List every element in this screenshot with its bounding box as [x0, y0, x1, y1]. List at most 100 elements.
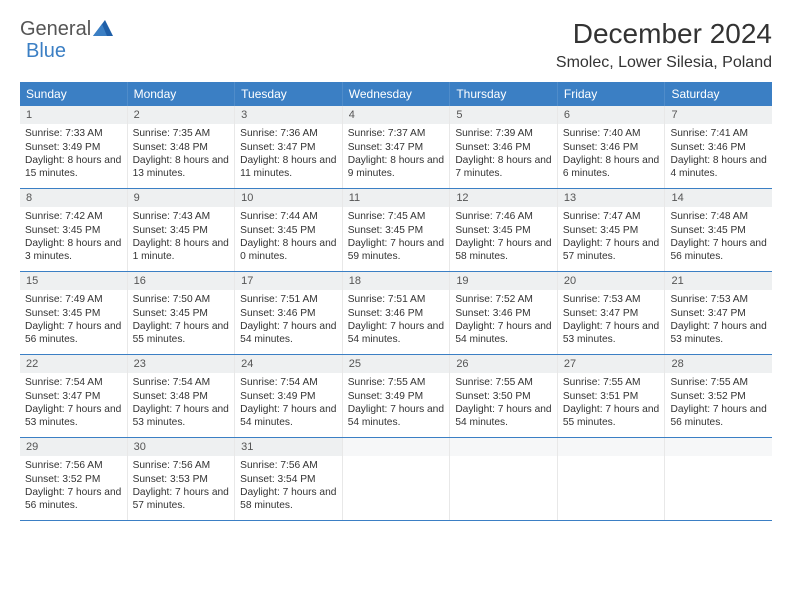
day-cell: 10Sunrise: 7:44 AMSunset: 3:45 PMDayligh…	[235, 189, 343, 271]
day-body	[343, 456, 450, 464]
sunset-text: Sunset: 3:54 PM	[240, 473, 337, 486]
day-cell: 31Sunrise: 7:56 AMSunset: 3:54 PMDayligh…	[235, 438, 343, 520]
sunrise-text: Sunrise: 7:54 AM	[133, 376, 230, 389]
day-body: Sunrise: 7:56 AMSunset: 3:52 PMDaylight:…	[20, 456, 127, 517]
day-body: Sunrise: 7:51 AMSunset: 3:46 PMDaylight:…	[343, 290, 450, 351]
day-body: Sunrise: 7:46 AMSunset: 3:45 PMDaylight:…	[450, 207, 557, 268]
sunset-text: Sunset: 3:52 PM	[670, 390, 767, 403]
sunrise-text: Sunrise: 7:55 AM	[348, 376, 445, 389]
daylight-text: Daylight: 8 hours and 1 minute.	[133, 237, 230, 264]
daylight-text: Daylight: 7 hours and 54 minutes.	[240, 403, 337, 430]
sunrise-text: Sunrise: 7:48 AM	[670, 210, 767, 223]
day-body: Sunrise: 7:56 AMSunset: 3:54 PMDaylight:…	[235, 456, 342, 517]
day-body: Sunrise: 7:35 AMSunset: 3:48 PMDaylight:…	[128, 124, 235, 185]
sunset-text: Sunset: 3:45 PM	[563, 224, 660, 237]
weekday-sunday: Sunday	[20, 82, 128, 106]
day-cell: 24Sunrise: 7:54 AMSunset: 3:49 PMDayligh…	[235, 355, 343, 437]
sunrise-text: Sunrise: 7:51 AM	[240, 293, 337, 306]
day-body: Sunrise: 7:55 AMSunset: 3:49 PMDaylight:…	[343, 373, 450, 434]
day-cell: 27Sunrise: 7:55 AMSunset: 3:51 PMDayligh…	[558, 355, 666, 437]
daylight-text: Daylight: 7 hours and 55 minutes.	[563, 403, 660, 430]
sunset-text: Sunset: 3:45 PM	[25, 307, 122, 320]
sunset-text: Sunset: 3:46 PM	[240, 307, 337, 320]
sunrise-text: Sunrise: 7:47 AM	[563, 210, 660, 223]
weekday-wednesday: Wednesday	[343, 82, 451, 106]
sunrise-text: Sunrise: 7:56 AM	[133, 459, 230, 472]
sunrise-text: Sunrise: 7:46 AM	[455, 210, 552, 223]
sunset-text: Sunset: 3:46 PM	[670, 141, 767, 154]
day-cell	[450, 438, 558, 520]
daylight-text: Daylight: 7 hours and 53 minutes.	[563, 320, 660, 347]
sunset-text: Sunset: 3:47 PM	[348, 141, 445, 154]
day-body: Sunrise: 7:40 AMSunset: 3:46 PMDaylight:…	[558, 124, 665, 185]
daylight-text: Daylight: 8 hours and 3 minutes.	[25, 237, 122, 264]
sunset-text: Sunset: 3:49 PM	[348, 390, 445, 403]
daylight-text: Daylight: 8 hours and 15 minutes.	[25, 154, 122, 181]
sunrise-text: Sunrise: 7:53 AM	[563, 293, 660, 306]
daylight-text: Daylight: 8 hours and 7 minutes.	[455, 154, 552, 181]
location-text: Smolec, Lower Silesia, Poland	[556, 54, 772, 72]
day-number: 23	[128, 355, 235, 373]
sunset-text: Sunset: 3:52 PM	[25, 473, 122, 486]
sunrise-text: Sunrise: 7:43 AM	[133, 210, 230, 223]
day-body: Sunrise: 7:50 AMSunset: 3:45 PMDaylight:…	[128, 290, 235, 351]
day-number	[343, 438, 450, 456]
day-cell: 20Sunrise: 7:53 AMSunset: 3:47 PMDayligh…	[558, 272, 666, 354]
day-body: Sunrise: 7:47 AMSunset: 3:45 PMDaylight:…	[558, 207, 665, 268]
sunset-text: Sunset: 3:46 PM	[455, 307, 552, 320]
day-cell: 14Sunrise: 7:48 AMSunset: 3:45 PMDayligh…	[665, 189, 772, 271]
day-body	[665, 456, 772, 464]
sunrise-text: Sunrise: 7:54 AM	[240, 376, 337, 389]
day-cell: 7Sunrise: 7:41 AMSunset: 3:46 PMDaylight…	[665, 106, 772, 188]
day-number: 30	[128, 438, 235, 456]
day-body: Sunrise: 7:56 AMSunset: 3:53 PMDaylight:…	[128, 456, 235, 517]
weekday-saturday: Saturday	[665, 82, 772, 106]
sunrise-text: Sunrise: 7:41 AM	[670, 127, 767, 140]
sunset-text: Sunset: 3:51 PM	[563, 390, 660, 403]
weekday-monday: Monday	[128, 82, 236, 106]
day-cell: 19Sunrise: 7:52 AMSunset: 3:46 PMDayligh…	[450, 272, 558, 354]
daylight-text: Daylight: 7 hours and 57 minutes.	[133, 486, 230, 513]
day-cell: 12Sunrise: 7:46 AMSunset: 3:45 PMDayligh…	[450, 189, 558, 271]
daylight-text: Daylight: 7 hours and 53 minutes.	[133, 403, 230, 430]
day-cell: 16Sunrise: 7:50 AMSunset: 3:45 PMDayligh…	[128, 272, 236, 354]
calendar: Sunday Monday Tuesday Wednesday Thursday…	[20, 82, 772, 521]
sunset-text: Sunset: 3:45 PM	[670, 224, 767, 237]
sunrise-text: Sunrise: 7:39 AM	[455, 127, 552, 140]
day-number: 2	[128, 106, 235, 124]
day-number: 15	[20, 272, 127, 290]
daylight-text: Daylight: 7 hours and 56 minutes.	[670, 403, 767, 430]
logo-part2: Blue	[26, 40, 66, 63]
daylight-text: Daylight: 7 hours and 54 minutes.	[240, 320, 337, 347]
sunset-text: Sunset: 3:47 PM	[563, 307, 660, 320]
daylight-text: Daylight: 8 hours and 11 minutes.	[240, 154, 337, 181]
sunrise-text: Sunrise: 7:56 AM	[240, 459, 337, 472]
day-number	[665, 438, 772, 456]
day-number	[558, 438, 665, 456]
logo-triangle-icon	[93, 20, 113, 39]
sunrise-text: Sunrise: 7:50 AM	[133, 293, 230, 306]
logo-part1: General	[20, 18, 91, 41]
logo: General	[20, 18, 115, 41]
day-number	[450, 438, 557, 456]
day-body: Sunrise: 7:52 AMSunset: 3:46 PMDaylight:…	[450, 290, 557, 351]
day-number: 17	[235, 272, 342, 290]
daylight-text: Daylight: 7 hours and 56 minutes.	[670, 237, 767, 264]
daylight-text: Daylight: 7 hours and 56 minutes.	[25, 320, 122, 347]
day-number: 25	[343, 355, 450, 373]
day-number: 5	[450, 106, 557, 124]
weekday-tuesday: Tuesday	[235, 82, 343, 106]
sunrise-text: Sunrise: 7:35 AM	[133, 127, 230, 140]
day-number: 21	[665, 272, 772, 290]
day-cell: 30Sunrise: 7:56 AMSunset: 3:53 PMDayligh…	[128, 438, 236, 520]
day-body: Sunrise: 7:51 AMSunset: 3:46 PMDaylight:…	[235, 290, 342, 351]
daylight-text: Daylight: 8 hours and 0 minutes.	[240, 237, 337, 264]
day-body: Sunrise: 7:55 AMSunset: 3:50 PMDaylight:…	[450, 373, 557, 434]
day-cell: 17Sunrise: 7:51 AMSunset: 3:46 PMDayligh…	[235, 272, 343, 354]
sunset-text: Sunset: 3:45 PM	[25, 224, 122, 237]
daylight-text: Daylight: 7 hours and 58 minutes.	[240, 486, 337, 513]
week-row: 29Sunrise: 7:56 AMSunset: 3:52 PMDayligh…	[20, 438, 772, 521]
day-number: 31	[235, 438, 342, 456]
weekday-header-row: Sunday Monday Tuesday Wednesday Thursday…	[20, 82, 772, 106]
day-cell	[558, 438, 666, 520]
